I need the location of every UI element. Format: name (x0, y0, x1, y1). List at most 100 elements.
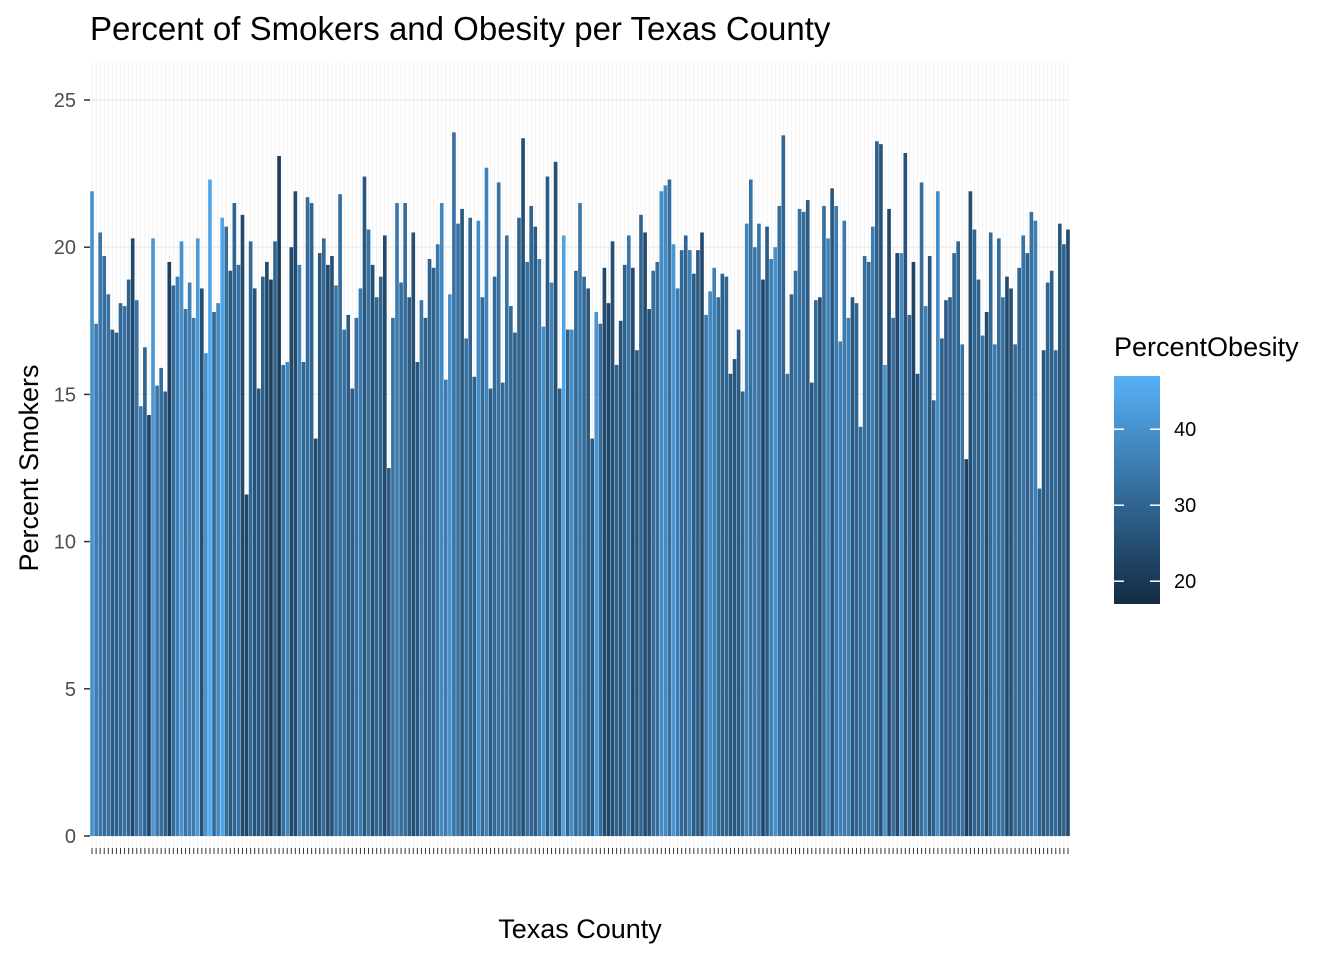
y-axis: 0 5 10 15 20 25 (54, 90, 90, 848)
bar (692, 273, 696, 836)
bar (151, 238, 155, 837)
bar (870, 226, 875, 837)
bar (204, 353, 208, 836)
bar (480, 297, 485, 836)
bar (801, 211, 806, 836)
bar (663, 185, 668, 837)
bar (366, 229, 371, 836)
bar (143, 347, 147, 836)
bar (130, 238, 135, 837)
bar (285, 362, 290, 836)
bar (317, 253, 322, 836)
bar (822, 205, 826, 836)
bar (923, 306, 928, 837)
bar (476, 220, 481, 837)
bar (195, 238, 200, 837)
bar (574, 270, 578, 836)
bar (175, 276, 180, 836)
bar (1066, 229, 1070, 836)
bar (769, 258, 773, 836)
bar (289, 247, 294, 836)
bar (659, 191, 664, 836)
bar (679, 250, 684, 837)
bar (826, 238, 830, 837)
bar (1053, 350, 1058, 836)
bar (456, 223, 460, 836)
bar (472, 376, 477, 836)
bar (984, 311, 989, 836)
bar (626, 235, 631, 836)
bar (1029, 211, 1034, 836)
bar (1045, 282, 1050, 836)
bar (1041, 350, 1046, 836)
bar (297, 264, 302, 836)
bar (655, 261, 660, 836)
bar (622, 264, 627, 836)
bar (1037, 488, 1042, 836)
bar (838, 341, 843, 836)
bar (500, 382, 505, 836)
bar (90, 191, 94, 836)
bar (517, 217, 521, 836)
bar (850, 297, 855, 836)
y-tick-label: 15 (54, 384, 76, 406)
bar (240, 214, 245, 837)
bar (606, 303, 611, 836)
bar (199, 288, 204, 836)
bar (720, 273, 725, 836)
bar (496, 182, 501, 836)
bar (704, 314, 708, 836)
bar (110, 329, 115, 836)
bar (903, 152, 908, 836)
legend: PercentObesity 20 30 40 (1114, 332, 1299, 604)
bar (614, 364, 619, 836)
bar (736, 329, 741, 836)
bar (931, 400, 936, 836)
bar (374, 297, 379, 836)
bar (854, 303, 859, 836)
bar (561, 235, 566, 836)
bar (179, 241, 184, 836)
bar (435, 244, 440, 837)
bar (830, 188, 834, 836)
x-axis (91, 848, 1069, 854)
bar (545, 176, 550, 836)
bar (667, 179, 672, 836)
bar (875, 141, 879, 836)
bar (570, 329, 574, 836)
bar (431, 267, 436, 837)
bar (781, 135, 786, 836)
bar (761, 279, 765, 837)
bar (1021, 235, 1026, 836)
chart-title: Percent of Smokers and Obesity per Texas… (90, 10, 831, 47)
bar (887, 208, 891, 837)
bar (744, 223, 749, 836)
bar (789, 294, 794, 837)
bar (915, 373, 920, 836)
bar (269, 279, 273, 837)
bar (1013, 344, 1017, 836)
bar (228, 270, 233, 836)
bar (972, 229, 977, 836)
bar (687, 250, 692, 837)
x-axis-title: Texas County (498, 914, 662, 944)
bar (675, 288, 680, 836)
bar (541, 326, 546, 836)
y-tick-label: 25 (54, 90, 76, 112)
bar (309, 203, 314, 837)
bar (748, 179, 753, 836)
bar (122, 306, 127, 837)
bar (248, 241, 253, 836)
bar (382, 235, 387, 836)
bar (732, 359, 737, 836)
bar (504, 235, 509, 836)
bar (529, 205, 534, 836)
bar (814, 300, 818, 836)
bar (362, 176, 367, 836)
bar (212, 311, 216, 836)
bar (1025, 253, 1030, 836)
bar (399, 282, 403, 836)
bar (448, 294, 452, 837)
bar (594, 311, 599, 836)
bar (753, 247, 757, 836)
